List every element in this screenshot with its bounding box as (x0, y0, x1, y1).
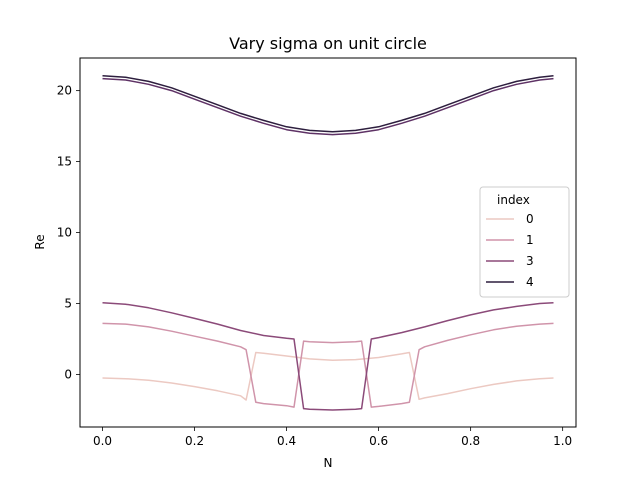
legend-label-1: 1 (526, 233, 534, 247)
legend-label-4: 4 (526, 275, 534, 289)
legend-title: index (497, 193, 530, 207)
series-line-4 (102, 74, 554, 133)
y-axis-label: Re (33, 234, 47, 249)
series-line-3 (102, 302, 554, 411)
x-tick-label: 0.6 (369, 434, 388, 448)
legend-label-0: 0 (526, 212, 534, 226)
y-tick-label: 0 (64, 367, 72, 381)
y-tick-label: 5 (64, 297, 72, 311)
x-tick-label: 0.4 (277, 434, 296, 448)
legend: index 0 1 3 4 (479, 186, 570, 298)
series-layer (102, 74, 554, 411)
x-tick-label: 0.2 (185, 434, 204, 448)
series-line-0 (102, 351, 554, 401)
legend-box (479, 186, 570, 298)
series-line-unlabeled-4 (102, 77, 554, 136)
x-axis-ticks: 0.0 0.2 0.4 0.6 0.8 1.0 (93, 427, 572, 448)
x-tick-label: 0.8 (461, 434, 480, 448)
plot-frame (79, 57, 577, 428)
y-tick-label: 15 (57, 155, 72, 169)
x-tick-label: 1.0 (553, 434, 572, 448)
x-axis-label: N (324, 456, 333, 470)
y-axis-ticks: 0 5 10 15 20 (57, 84, 80, 381)
chart-title: Vary sigma on unit circle (229, 34, 427, 53)
x-tick-label: 0.0 (93, 434, 112, 448)
y-tick-label: 10 (57, 226, 72, 240)
legend-items: 0 1 3 4 (486, 212, 534, 289)
legend-label-3: 3 (526, 254, 534, 268)
series-line-1 (102, 322, 554, 408)
y-tick-label: 20 (57, 84, 72, 98)
